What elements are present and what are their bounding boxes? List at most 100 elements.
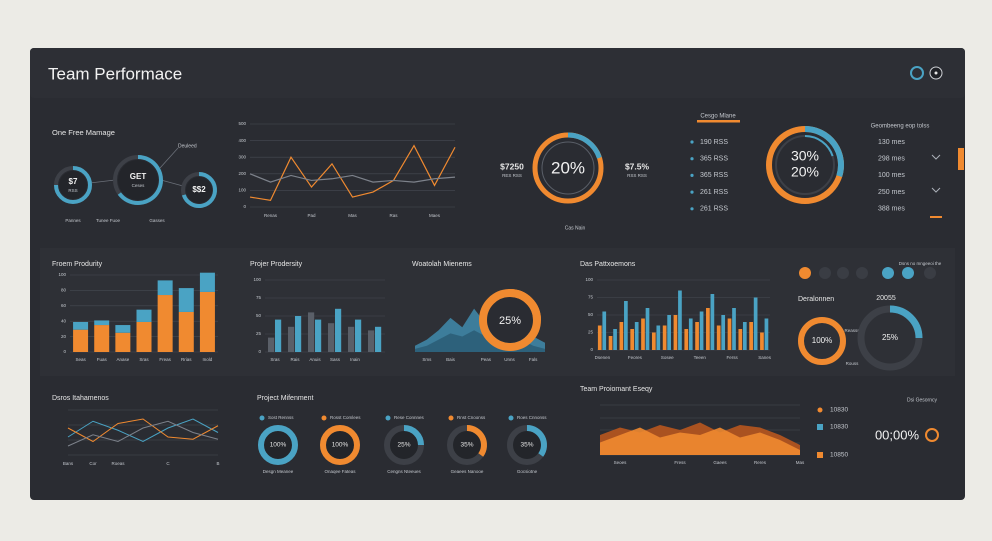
y-tick-label: 75 (588, 295, 594, 300)
list-item: 10830 (830, 424, 848, 431)
x-tick-label: Gaees (713, 460, 727, 465)
page-title: Team Performace (48, 64, 182, 83)
caption: Gocsiotne (517, 469, 538, 474)
x-tick-label: Fuas (97, 357, 108, 362)
bar (634, 322, 639, 350)
filter-icon[interactable] (902, 267, 914, 279)
y-tick-label: 25 (588, 330, 594, 335)
filter-icon[interactable] (856, 267, 868, 279)
list-item: 365 RSS (700, 172, 728, 179)
x-tick-label: Freas (159, 357, 171, 362)
bar (645, 308, 650, 350)
bullet (690, 207, 694, 211)
x-tick-label: Unns (504, 357, 515, 362)
filter-icon[interactable] (819, 267, 831, 279)
bar (710, 294, 715, 350)
bar (699, 311, 704, 350)
bar (662, 325, 667, 350)
chevron[interactable] (931, 154, 941, 193)
line (67, 418, 219, 443)
amount: $7.5% (625, 161, 650, 171)
bar (706, 308, 710, 350)
bar (375, 326, 382, 352)
figure: 20055 (876, 295, 896, 302)
bar (678, 290, 682, 350)
x-tick-label: Anuis (309, 357, 321, 362)
bar (721, 315, 726, 350)
y-tick-label: 60 (61, 303, 67, 308)
donut-arc (889, 305, 923, 339)
panel-title: Geombeeng eop tolss (871, 124, 930, 130)
x-tick-label: Rrias (181, 357, 192, 362)
x-tick-label: Bans (63, 461, 74, 466)
y-tick-label: 40 (61, 318, 67, 323)
figure: 00;00% (875, 427, 920, 442)
bar (178, 288, 194, 312)
donut-arc (403, 425, 424, 446)
line (67, 418, 219, 443)
x-tick-label: Sras (270, 357, 280, 362)
bar (355, 319, 362, 352)
gauge-caption: Tunee Fuoe (96, 218, 121, 223)
bar (749, 322, 753, 350)
bar (268, 337, 275, 352)
bar (348, 326, 355, 352)
donut-arc (117, 155, 163, 205)
note: Dsns no mngeeoi the (899, 261, 942, 266)
caption: Geaees Nanooe (451, 469, 484, 474)
donut-label: 30% (791, 148, 819, 164)
lock-icon[interactable] (925, 428, 939, 442)
filter-icon[interactable] (837, 267, 849, 279)
x-tick-label: Sms (422, 357, 432, 362)
legend-dot (385, 415, 391, 421)
bar (602, 311, 607, 350)
panel-title: Woatolah Mienems (412, 261, 472, 268)
y-tick-label: 0 (590, 347, 593, 352)
y-tick-label: 300 (238, 154, 246, 159)
bar (656, 325, 661, 350)
marker (817, 424, 823, 430)
bar (73, 329, 89, 352)
donut-arc (526, 425, 547, 457)
bar (136, 309, 152, 322)
accent-bar (930, 216, 942, 218)
x-tick-label: Peas (481, 357, 492, 362)
panel-title: Deralonnen (798, 296, 834, 303)
legend-label: Rosst Comlees (330, 415, 361, 420)
filter-icon[interactable] (924, 267, 936, 279)
donut-label: 100% (270, 442, 287, 449)
y-tick-label: 0 (243, 204, 246, 209)
bar (199, 291, 215, 352)
list-item: 190 RSS (700, 139, 728, 146)
list-item: 298 mes (878, 156, 905, 163)
list-item: 388 mes (878, 206, 905, 213)
line (249, 144, 456, 202)
list-item: 261 RSS (700, 206, 728, 213)
bar (760, 332, 764, 350)
x-tick-label: Sosee (661, 355, 674, 360)
x-tick-label: C (166, 461, 170, 466)
bar (328, 323, 335, 352)
y-tick-label: 25 (256, 331, 262, 336)
amount: $7250 (500, 161, 524, 171)
x-tick-label: Reres (754, 460, 767, 465)
line (249, 173, 456, 183)
gauge-caption: Pannes (65, 218, 81, 223)
bar (368, 330, 375, 352)
donut-label: 100% (812, 336, 832, 345)
bar (157, 295, 173, 352)
legend-dot (259, 415, 265, 421)
line (67, 420, 219, 447)
filter-icon[interactable] (799, 267, 811, 279)
gauge-label: GET (130, 172, 147, 181)
filter-icon[interactable] (882, 267, 894, 279)
bullet (690, 173, 694, 177)
status-icon[interactable] (910, 66, 924, 80)
bar (630, 329, 635, 350)
panel-title: Froem Produrity (52, 261, 103, 268)
list-item: 261 RSS (700, 189, 728, 196)
donut-arc (567, 132, 602, 159)
title-underline (697, 120, 740, 123)
x-tick-label: Sras (139, 357, 149, 362)
